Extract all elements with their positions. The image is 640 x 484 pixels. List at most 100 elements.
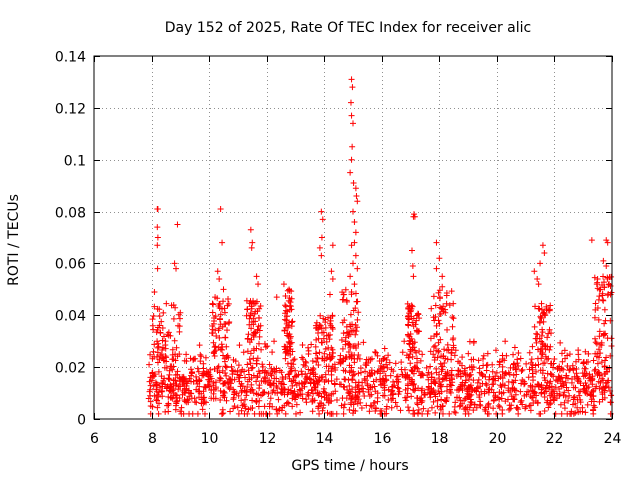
background-point — [245, 406, 252, 413]
background-point — [596, 398, 603, 405]
background-point — [218, 410, 225, 417]
background-point — [473, 385, 480, 392]
burst-point — [444, 326, 451, 333]
background-point — [465, 350, 472, 357]
background-point — [290, 361, 297, 368]
background-point — [427, 363, 434, 370]
background-point — [438, 381, 445, 388]
burst-point — [339, 345, 346, 352]
background-point — [497, 382, 504, 389]
background-point — [216, 377, 223, 384]
background-point — [347, 388, 354, 395]
background-point — [572, 409, 579, 416]
background-point — [411, 410, 418, 417]
background-point — [591, 367, 598, 374]
background-point — [447, 389, 454, 396]
background-point — [246, 356, 253, 363]
background-point — [194, 365, 201, 372]
background-point — [163, 364, 170, 371]
burst-point — [593, 353, 600, 360]
background-point — [315, 403, 322, 410]
burst-point — [448, 350, 455, 357]
background-point — [490, 376, 497, 383]
background-point — [588, 396, 595, 403]
background-point — [193, 386, 200, 393]
burst-point — [216, 325, 223, 332]
background-point — [461, 406, 468, 413]
burst-point — [212, 313, 219, 320]
background-point — [425, 376, 432, 383]
y-tick-label: 0.14 — [55, 50, 86, 66]
burst-point — [545, 330, 552, 337]
burst-point — [169, 351, 176, 358]
background-point — [267, 381, 274, 388]
burst-point — [544, 334, 551, 341]
background-point — [541, 374, 548, 381]
burst-point — [329, 312, 336, 319]
background-point — [242, 405, 249, 412]
burst-point — [244, 306, 251, 313]
background-point — [165, 393, 172, 400]
outlier-point — [411, 211, 418, 218]
background-point — [202, 354, 209, 361]
background-point — [588, 377, 595, 384]
outlier-point — [354, 265, 361, 272]
background-point — [176, 395, 183, 402]
burst-point — [339, 319, 346, 326]
burst-point — [600, 273, 607, 280]
background-point — [383, 406, 390, 413]
background-point — [425, 407, 432, 414]
background-point — [393, 378, 400, 385]
background-point — [515, 410, 522, 417]
burst-point — [287, 345, 294, 352]
background-point — [602, 370, 609, 377]
outlier-point — [329, 275, 336, 282]
background-point — [289, 390, 296, 397]
background-point — [185, 387, 192, 394]
background-point — [199, 406, 206, 413]
outlier-point — [534, 275, 541, 282]
background-point — [448, 371, 455, 378]
background-point — [212, 379, 219, 386]
burst-point — [413, 355, 420, 362]
background-point — [293, 372, 300, 379]
burst-point — [409, 338, 416, 345]
background-point — [419, 397, 426, 404]
background-point — [509, 379, 516, 386]
background-point — [510, 360, 517, 367]
background-point — [349, 393, 356, 400]
background-point — [368, 355, 375, 362]
outlier-point — [607, 291, 614, 298]
background-point — [447, 381, 454, 388]
outlier-point — [173, 265, 180, 272]
background-point — [244, 410, 251, 417]
y-tick-label: 0 — [77, 413, 86, 429]
burst-point — [257, 322, 264, 329]
background-point — [185, 399, 192, 406]
outlier-point — [216, 275, 223, 282]
background-point — [323, 363, 330, 370]
background-point — [414, 401, 421, 408]
burst-point — [170, 356, 177, 363]
background-point — [415, 385, 422, 392]
background-point — [582, 372, 589, 379]
background-point — [466, 388, 473, 395]
background-point — [434, 397, 441, 404]
background-point — [480, 352, 487, 359]
background-point — [481, 388, 488, 395]
background-point — [493, 369, 500, 376]
background-point — [192, 399, 199, 406]
background-point — [281, 386, 288, 393]
burst-point — [414, 310, 421, 317]
outlier-point — [349, 143, 356, 150]
background-point — [381, 354, 388, 361]
burst-point — [321, 350, 328, 357]
background-point — [155, 393, 162, 400]
outlier-point — [352, 252, 359, 259]
background-point — [599, 396, 606, 403]
background-point — [470, 407, 477, 414]
background-point — [328, 377, 335, 384]
background-point — [514, 356, 521, 363]
background-point — [437, 360, 444, 367]
burst-point — [225, 300, 232, 307]
